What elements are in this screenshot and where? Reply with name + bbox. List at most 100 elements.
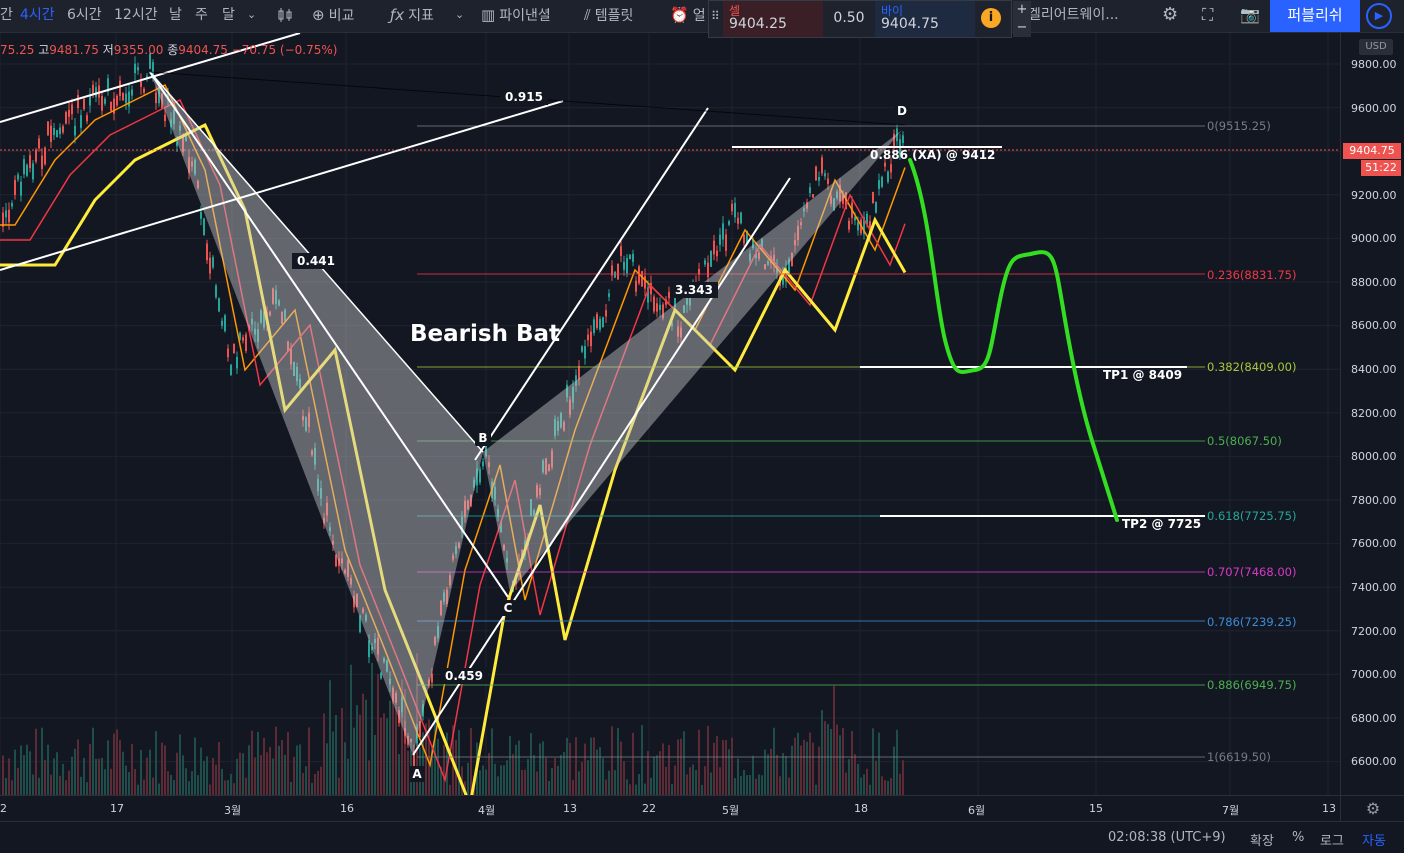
- gallery-button[interactable]: 겔리어트웨이...: [1028, 7, 1119, 23]
- volume-bar: [851, 730, 853, 795]
- timeframe-12h[interactable]: 12시간: [114, 7, 158, 23]
- volume-bar: [500, 765, 502, 795]
- alert-button[interactable]: ⏰ 얼: [670, 0, 706, 32]
- volume-bar: [176, 752, 178, 795]
- volume-bar: [41, 727, 43, 795]
- candle-body: [734, 202, 736, 218]
- candle-body: [647, 287, 649, 303]
- candle-body: [149, 53, 151, 69]
- volume-bar: [581, 761, 583, 795]
- financials-button[interactable]: ▥ 파이낸셜: [481, 0, 551, 32]
- candle-body: [179, 125, 181, 131]
- candle-body: [410, 738, 412, 743]
- volume-bar: [32, 774, 34, 795]
- candle-body: [731, 203, 733, 212]
- volume-bar: [632, 732, 634, 795]
- buy-button[interactable]: 바이 9404.75: [875, 1, 975, 37]
- volume-bar: [62, 763, 64, 795]
- volume-bar: [350, 664, 352, 795]
- compare-button[interactable]: ⊕ 비교: [312, 0, 354, 32]
- volume-bar: [701, 784, 703, 795]
- candle-body: [782, 270, 784, 285]
- candle-body: [167, 93, 169, 100]
- fullscreen-icon[interactable]: ⛶: [1202, 5, 1214, 24]
- point-d-label: D: [894, 103, 910, 119]
- volume-bar: [821, 710, 823, 795]
- log-scale-button[interactable]: 로그: [1320, 834, 1344, 849]
- timeframe-day[interactable]: 날: [169, 7, 182, 23]
- volume-bar: [128, 772, 130, 795]
- volume-bar: [524, 769, 526, 795]
- auto-scale-button[interactable]: 자동: [1362, 834, 1386, 849]
- candle-body: [176, 141, 178, 147]
- timeframe-6h[interactable]: 6시간: [67, 7, 102, 23]
- time-axis[interactable]: 2 17 3월 16 4월 13 22 5월 18 6월 15 7월 13: [0, 795, 1340, 822]
- financials-label: 파이낸셜: [499, 8, 551, 24]
- volume-bar: [854, 754, 856, 795]
- sell-button[interactable]: 셀 9404.25: [723, 1, 823, 37]
- play-icon[interactable]: ▶: [1366, 3, 1392, 29]
- candle-body: [233, 343, 235, 354]
- open-value: 75.25: [0, 43, 35, 57]
- indicators-button[interactable]: ƒx 지표: [390, 0, 434, 32]
- fib-level-0886: 0.886(6949.75): [1207, 678, 1297, 692]
- volume-bar: [551, 767, 553, 795]
- candle-body: [746, 231, 748, 244]
- volume-bar: [356, 705, 358, 795]
- candle-body: [665, 299, 667, 305]
- volume-bar: [542, 741, 544, 795]
- percent-scale-button[interactable]: %: [1292, 830, 1305, 845]
- candle-body: [344, 570, 346, 574]
- candle-body: [662, 304, 664, 319]
- indicators-chevron-icon[interactable]: ⌄: [455, 8, 465, 21]
- candle-body: [419, 721, 421, 738]
- candle-body: [284, 309, 286, 321]
- candle-body: [863, 217, 865, 235]
- volume-bar: [554, 757, 556, 795]
- volume-bar: [68, 770, 70, 795]
- currency-badge[interactable]: USD: [1359, 39, 1393, 55]
- chart-settings-icon[interactable]: ⚙: [1340, 795, 1404, 822]
- volume-bar: [884, 780, 886, 795]
- volume-bar: [362, 693, 364, 795]
- quantity-minus-button[interactable]: −: [1013, 19, 1031, 37]
- candle-body: [152, 62, 154, 79]
- volume-bar: [518, 740, 520, 795]
- candle-body: [470, 495, 472, 507]
- candle-body: [668, 291, 670, 299]
- plus-circle-icon: ⊕: [312, 6, 325, 24]
- candle-body: [839, 184, 841, 202]
- expand-button[interactable]: 확장: [1250, 834, 1274, 849]
- templates-button[interactable]: ⫽ 템플릿: [584, 0, 633, 32]
- volume-bar: [158, 783, 160, 795]
- price-axis[interactable]: USD 9800.00 9600.00 9200.00 9000.00 8800…: [1340, 33, 1404, 795]
- drag-handle-icon[interactable]: ⠿: [711, 9, 720, 23]
- timeframe-month[interactable]: 달: [222, 7, 235, 23]
- volume-bar: [809, 732, 811, 795]
- volume-bar: [815, 784, 817, 795]
- publish-button[interactable]: 퍼블리쉬: [1270, 0, 1360, 32]
- volume-bar: [236, 758, 238, 795]
- candle-body: [629, 254, 631, 259]
- timeframe-4h[interactable]: 4시간: [20, 7, 55, 23]
- timeframe-week[interactable]: 주: [195, 7, 208, 23]
- candle-body: [794, 240, 796, 246]
- price-chart[interactable]: [0, 33, 1340, 795]
- time-tick: 18: [854, 802, 868, 815]
- alarm-clock-icon: ⏰: [670, 6, 689, 24]
- fib-level-0786: 0.786(7239.25): [1207, 615, 1297, 629]
- time-tick: 22: [642, 802, 656, 815]
- timeframe-1h[interactable]: 간: [0, 7, 13, 23]
- candle-body: [857, 222, 859, 231]
- info-icon[interactable]: i: [981, 8, 1001, 28]
- gear-icon[interactable]: ⚙: [1162, 4, 1179, 25]
- candle-body: [5, 210, 7, 218]
- point-c-label: C: [500, 600, 516, 616]
- candle-body: [641, 271, 643, 287]
- candle-body: [812, 194, 814, 198]
- candle-style-icon[interactable]: [277, 0, 293, 32]
- chevron-down-icon[interactable]: ⌄: [247, 8, 257, 21]
- camera-icon[interactable]: 📷: [1240, 5, 1260, 24]
- quantity-plus-button[interactable]: +: [1013, 1, 1031, 19]
- candle-body: [251, 318, 253, 325]
